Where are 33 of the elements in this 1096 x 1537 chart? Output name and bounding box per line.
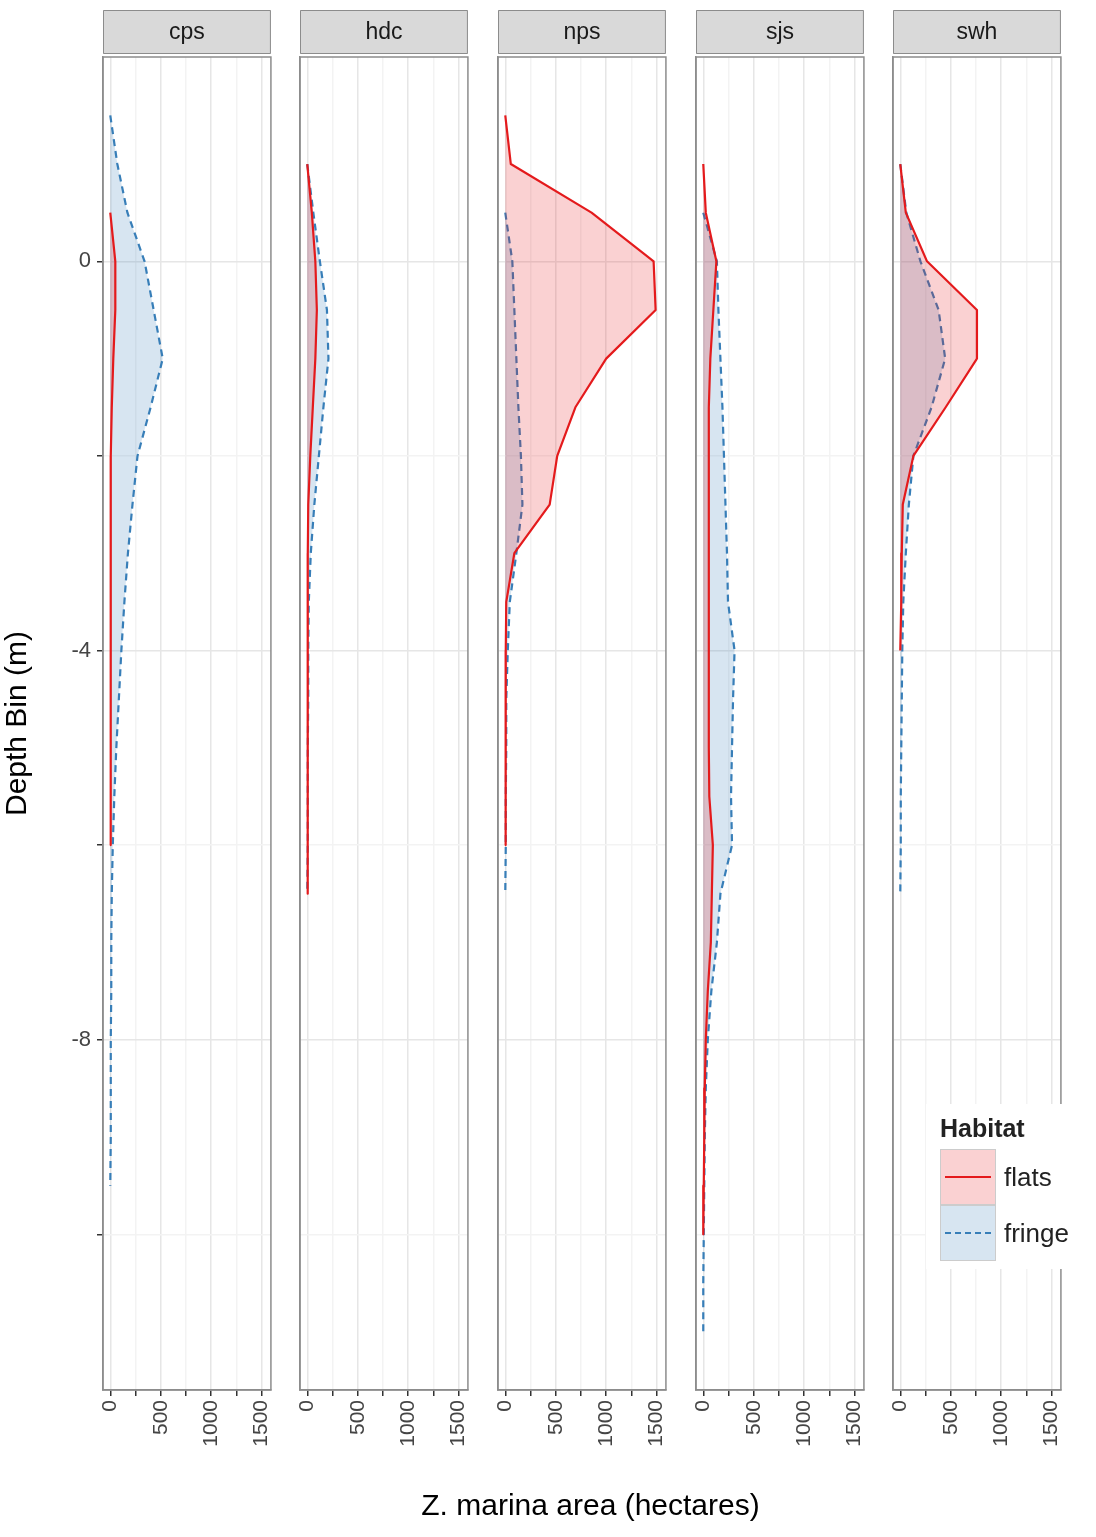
legend-label: flats	[1003, 1161, 1052, 1193]
x-tick-label: 1500	[248, 1400, 272, 1447]
x-tick-label: 0	[294, 1400, 318, 1412]
x-tick-label: 0	[97, 1400, 121, 1412]
y-axis-title: Depth Bin (m)	[0, 630, 33, 817]
y-tick-label: 0	[78, 247, 91, 273]
x-axis-title: Z. marina area (hectares)	[420, 1488, 761, 1522]
chart-title: hdc	[365, 18, 403, 45]
x-tick-label: 0	[887, 1400, 911, 1412]
x-tick-label: 0	[492, 1400, 516, 1412]
y-tick-label: -4	[71, 636, 91, 662]
chart-title: swh	[956, 18, 998, 45]
legend-title: Habitat	[939, 1114, 1026, 1143]
x-tick-label: 1500	[643, 1400, 667, 1447]
x-tick-label: 500	[740, 1400, 764, 1436]
x-tick-label: 0	[690, 1400, 714, 1412]
x-tick-label: 500	[147, 1400, 171, 1436]
x-tick-label: 1000	[987, 1400, 1011, 1447]
y-tick-label: -8	[71, 1025, 91, 1051]
x-tick-label: 1000	[592, 1400, 616, 1447]
x-tick-label: 1500	[445, 1400, 469, 1447]
chart-title: sjs	[765, 18, 795, 45]
x-tick-label: 1000	[790, 1400, 814, 1447]
x-tick-label: 500	[542, 1400, 566, 1436]
x-tick-label: 1500	[1038, 1400, 1062, 1447]
legend-label: fringe	[1003, 1217, 1069, 1249]
x-tick-label: 1000	[197, 1400, 221, 1447]
chart-title: cps	[169, 18, 205, 45]
x-tick-label: 1500	[841, 1400, 865, 1447]
chart-title: nps	[563, 18, 601, 45]
x-tick-label: 1000	[394, 1400, 418, 1447]
x-tick-label: 500	[344, 1400, 368, 1436]
x-tick-label: 500	[937, 1400, 961, 1436]
